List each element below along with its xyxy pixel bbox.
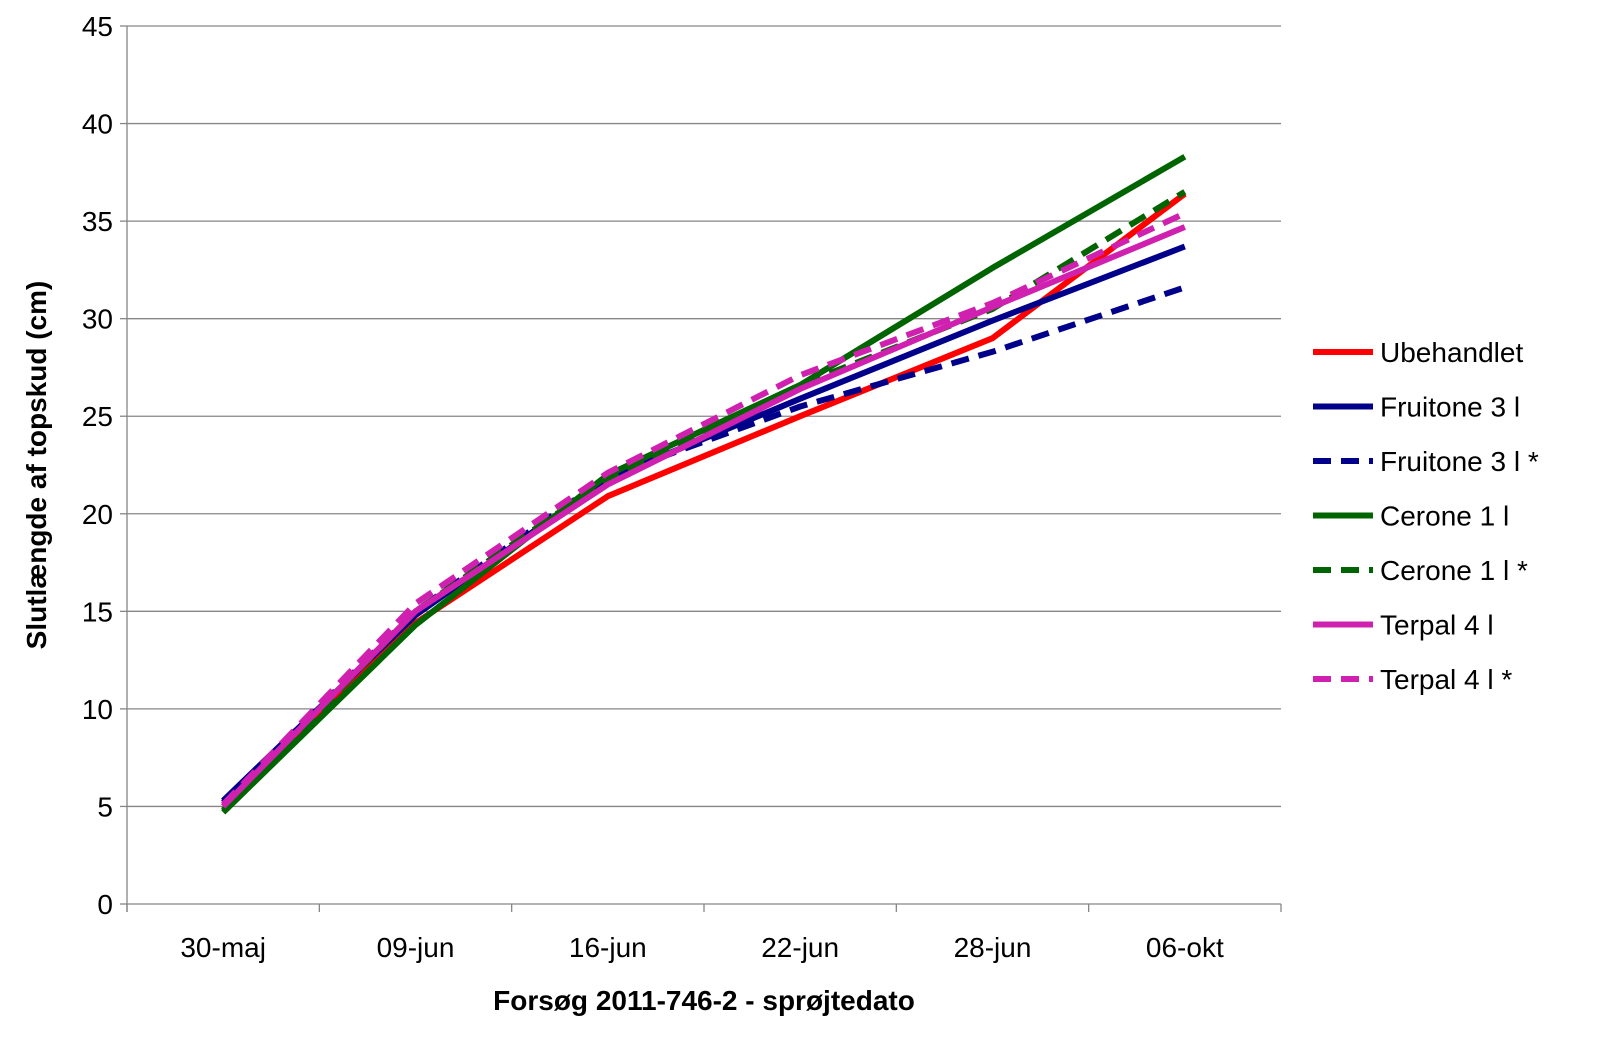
series-lines [221, 154, 1187, 815]
y-tick-label: 5 [97, 791, 113, 822]
series-line-2 [221, 284, 1186, 805]
x-tick-label: 09-jun [377, 932, 455, 963]
x-axis-title: Forsøg 2011-746-2 - sprøjtedato [493, 985, 915, 1016]
y-tick-label: 15 [82, 596, 113, 627]
y-tick-labels: 0 5 10 15 20 25 30 35 40 45 [82, 11, 113, 920]
series-line-3 [221, 154, 1187, 815]
y-tick-label: 20 [82, 499, 113, 530]
y-tick-label: 10 [82, 694, 113, 725]
x-tick-label: 30-maj [180, 932, 266, 963]
legend-label: Terpal 4 l [1380, 610, 1494, 641]
gridlines [127, 25, 1281, 808]
series-line-6 [221, 210, 1187, 807]
series-line-1 [221, 243, 1186, 803]
axes [120, 25, 1282, 912]
legend-label: Cerone 1 l * [1380, 555, 1528, 586]
series-line-5 [221, 224, 1186, 809]
y-tick-label: 25 [82, 401, 113, 432]
y-tick-label: 35 [82, 206, 113, 237]
y-tick-label: 45 [82, 11, 113, 42]
x-tick-label: 22-jun [761, 932, 839, 963]
y-tick-label: 30 [82, 304, 113, 335]
legend-label: Fruitone 3 l [1380, 392, 1520, 423]
y-tick-label: 0 [97, 889, 113, 920]
legend-label: Fruitone 3 l * [1380, 446, 1539, 477]
x-tick-label: 28-jun [954, 932, 1032, 963]
legend: Ubehandlet Fruitone 3 l Fruitone 3 l * Cero… [1313, 337, 1539, 695]
x-tick-label: 06-okt [1146, 932, 1224, 963]
x-tick-label: 16-jun [569, 932, 647, 963]
legend-label: Cerone 1 l [1380, 501, 1509, 532]
y-tick-label: 40 [82, 109, 113, 140]
legend-label: Ubehandlet [1380, 337, 1523, 368]
y-axis-title: Slutlængde af topskud (cm) [21, 281, 52, 650]
legend-label: Terpal 4 l * [1380, 664, 1512, 695]
x-tick-labels: 30-maj 09-jun 16-jun 22-jun 28-jun 06-okt [180, 932, 1224, 963]
